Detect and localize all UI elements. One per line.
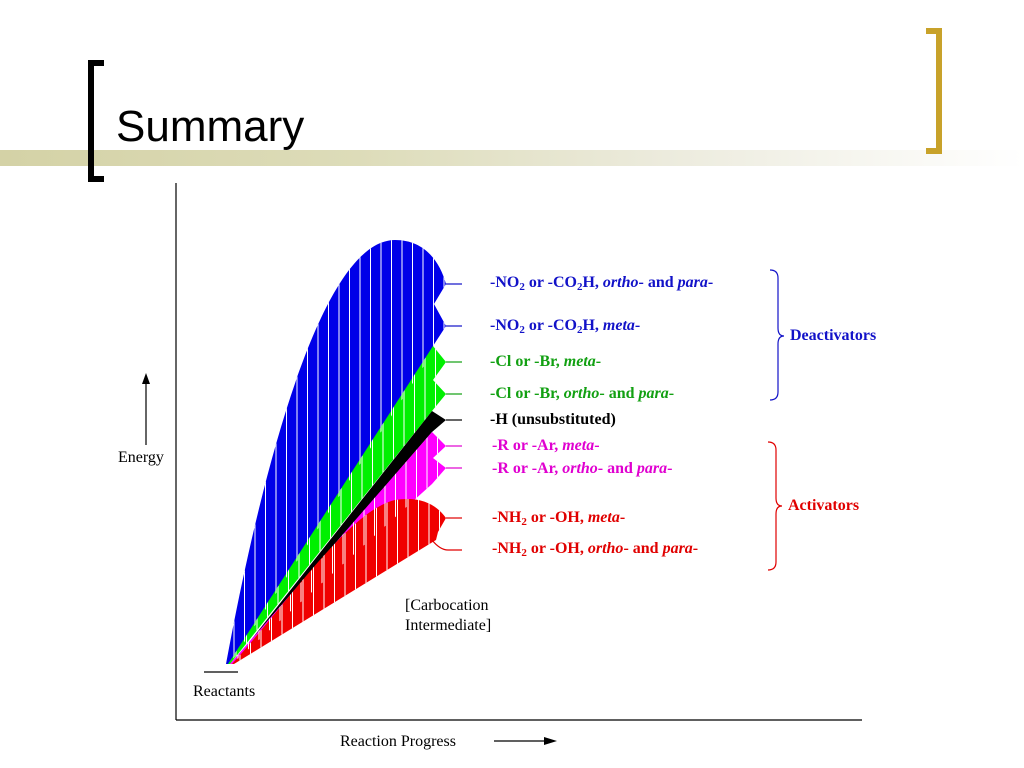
label-nitro-ortho-para: -NO2 or -CO2H, ortho- and para- xyxy=(490,274,714,293)
activators-brace xyxy=(767,441,783,571)
energy-axis-label: Energy xyxy=(118,449,164,466)
red-region xyxy=(232,498,446,664)
intermediate-label-line2: Intermediate] xyxy=(405,617,492,634)
intermediate-label: [Carbocation Intermediate] xyxy=(405,596,491,636)
label-alkyl-meta: -R or -Ar, meta- xyxy=(492,437,600,454)
label-unsubstituted: -H (unsubstituted) xyxy=(490,411,616,428)
label-halo-meta: -Cl or -Br, meta- xyxy=(490,353,602,370)
energy-arrow-head xyxy=(142,373,150,384)
label-alkyl-ortho-para: -R or -Ar, ortho- and para- xyxy=(492,460,673,477)
activators-label: Activators xyxy=(788,497,860,514)
reactants-label: Reactants xyxy=(193,683,256,700)
label-amino-ortho-para: -NH2 or -OH, ortho- and para- xyxy=(492,540,699,559)
right-bracket-decor xyxy=(926,28,942,154)
intermediate-label-line1: [Carbocation xyxy=(405,597,489,614)
green-region xyxy=(228,346,446,664)
label-halo-ortho-para: -Cl or -Br, ortho- and para- xyxy=(490,385,675,402)
deactivators-brace xyxy=(769,269,785,401)
reaction-progress-label: Reaction Progress xyxy=(340,733,456,750)
progress-arrow-head xyxy=(544,737,557,745)
leader-line-9 xyxy=(431,539,462,551)
label-nitro-meta: -NO2 or -CO2H, meta- xyxy=(490,317,641,336)
deactivators-label: Deactivators xyxy=(790,327,877,344)
label-amino-meta: -NH2 or -OH, meta- xyxy=(492,509,626,528)
slide-title: Summary xyxy=(116,102,305,151)
title-decor-band xyxy=(0,150,1024,166)
left-bracket-decor xyxy=(88,60,104,182)
